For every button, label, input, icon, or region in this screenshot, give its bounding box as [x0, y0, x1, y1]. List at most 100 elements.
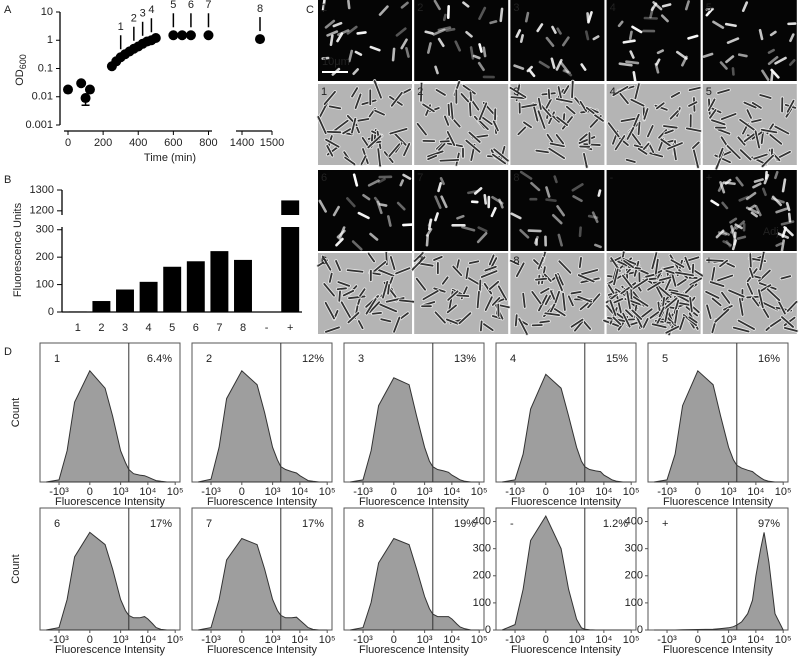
cell — [348, 295, 366, 300]
x-tick-label: 0 — [391, 486, 397, 498]
cell — [578, 257, 582, 268]
cell — [571, 80, 574, 99]
cell — [786, 300, 798, 312]
cell — [707, 98, 716, 112]
x-tick-label: 10⁴ — [443, 634, 460, 646]
cell — [348, 49, 354, 63]
x-tick-label: 10⁴ — [139, 486, 156, 498]
cell — [668, 289, 679, 293]
cell — [427, 218, 433, 227]
cell — [427, 154, 438, 161]
cell — [361, 137, 369, 147]
x-tick-label: 1 — [75, 322, 81, 334]
cell — [510, 212, 522, 220]
cell — [579, 302, 589, 311]
x-tick-label: 1500 — [260, 137, 284, 149]
cell — [617, 20, 624, 28]
cell — [369, 232, 379, 241]
phase-image: 8 — [509, 250, 605, 336]
cell — [373, 260, 387, 273]
cell — [570, 290, 582, 295]
cell — [774, 125, 790, 135]
cell — [735, 176, 744, 187]
sample-label: - — [510, 518, 514, 530]
cell — [519, 170, 533, 180]
cell — [620, 251, 625, 264]
cell — [545, 36, 555, 48]
cell — [465, 30, 473, 38]
cell — [619, 92, 629, 105]
cell — [460, 93, 470, 103]
x-tick-label: 8 — [240, 322, 246, 334]
image-background — [702, 0, 797, 81]
cell — [354, 50, 363, 56]
cell — [749, 267, 754, 278]
cell — [538, 294, 548, 312]
cell — [649, 311, 660, 319]
cell — [456, 214, 465, 220]
cell — [705, 290, 720, 299]
x-tick-label: 0 — [543, 634, 549, 646]
cell — [442, 13, 447, 22]
cell — [730, 225, 736, 239]
tile-label: 1 — [321, 86, 327, 98]
cell — [658, 129, 668, 139]
histogram-area — [654, 532, 785, 631]
x-tick-label: 0 — [65, 137, 71, 149]
cell — [577, 274, 595, 283]
cell — [778, 150, 791, 159]
cell — [754, 204, 762, 217]
cell — [557, 233, 563, 247]
cell — [326, 30, 339, 37]
fluorescence-image: 3 — [510, 0, 605, 81]
cell — [688, 86, 701, 92]
cell — [746, 282, 754, 295]
data-point — [80, 93, 91, 104]
cell — [413, 252, 424, 262]
sample-label: 5 — [662, 353, 668, 365]
sample-label: + — [662, 518, 668, 530]
x-tick-label: 0 — [695, 634, 701, 646]
cell — [631, 25, 643, 34]
cell — [434, 212, 439, 222]
cell — [328, 272, 333, 283]
cell — [670, 291, 690, 298]
cell — [380, 318, 392, 323]
cell — [332, 119, 349, 133]
cell — [458, 312, 472, 325]
cell — [574, 320, 584, 332]
data-point — [185, 30, 196, 41]
cell — [767, 56, 779, 66]
cell — [465, 139, 481, 153]
cell — [438, 142, 446, 151]
cell — [526, 65, 534, 73]
cell — [461, 225, 476, 232]
x-tick-label: 0 — [87, 486, 93, 498]
cell — [387, 215, 392, 227]
cell — [515, 29, 522, 38]
cell — [781, 316, 795, 328]
cell — [753, 178, 764, 183]
cell — [468, 131, 481, 143]
cell — [492, 120, 499, 132]
cell — [749, 253, 752, 268]
cell — [425, 234, 430, 247]
cell — [670, 259, 685, 268]
cell — [652, 1, 663, 11]
cell — [396, 201, 406, 211]
tile-label: 1 — [321, 2, 327, 14]
cell — [427, 42, 432, 54]
cell — [411, 256, 426, 271]
cell — [528, 69, 536, 78]
cell — [725, 55, 735, 64]
cell — [435, 88, 446, 96]
cell — [625, 309, 634, 318]
cell — [402, 173, 412, 180]
cell — [469, 46, 475, 60]
cell — [513, 64, 525, 70]
annotation-label: 6 — [188, 0, 194, 11]
cell — [712, 20, 725, 29]
cell — [656, 284, 672, 298]
cell — [789, 33, 795, 43]
histogram-area — [46, 531, 176, 631]
